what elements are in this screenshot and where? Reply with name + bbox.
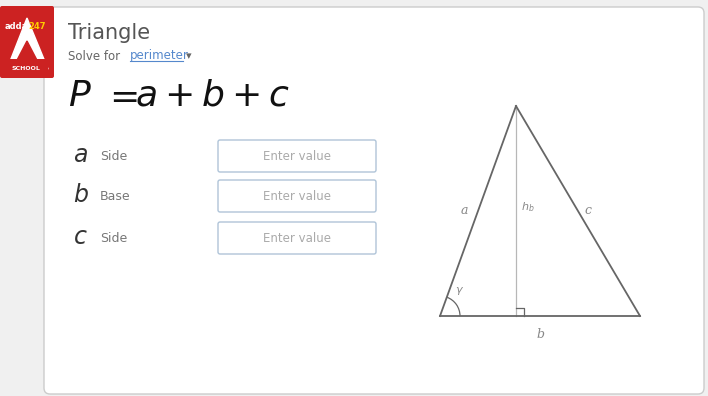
Text: $a$: $a$ [73,145,88,168]
FancyBboxPatch shape [218,140,376,172]
Text: ▾: ▾ [186,51,192,61]
FancyBboxPatch shape [0,6,54,78]
Text: $b$: $b$ [73,185,89,208]
FancyBboxPatch shape [4,59,48,77]
FancyBboxPatch shape [44,7,704,394]
Text: Base: Base [100,190,130,202]
Polygon shape [7,18,48,69]
Text: Solve for: Solve for [68,50,124,63]
Text: $a+b+c$: $a+b+c$ [135,79,290,113]
Text: Enter value: Enter value [263,190,331,202]
Text: $\gamma$: $\gamma$ [455,285,464,297]
Text: SCHOOL: SCHOOL [11,65,40,70]
Text: $P$: $P$ [68,79,92,113]
Text: a: a [460,204,468,217]
Text: Side: Side [100,150,127,162]
Text: perimeter: perimeter [130,50,189,63]
Text: Triangle: Triangle [68,23,150,43]
Text: $c$: $c$ [73,227,88,249]
FancyBboxPatch shape [218,180,376,212]
Text: Enter value: Enter value [263,232,331,244]
Text: b: b [536,328,544,341]
Text: c: c [585,204,591,217]
Text: Side: Side [100,232,127,244]
Text: $h_b$: $h_b$ [521,200,535,214]
FancyBboxPatch shape [218,222,376,254]
Polygon shape [14,41,40,66]
Text: Enter value: Enter value [263,150,331,162]
Text: adda: adda [5,22,28,31]
Text: $=$: $=$ [102,79,137,113]
Text: 247: 247 [28,22,45,31]
